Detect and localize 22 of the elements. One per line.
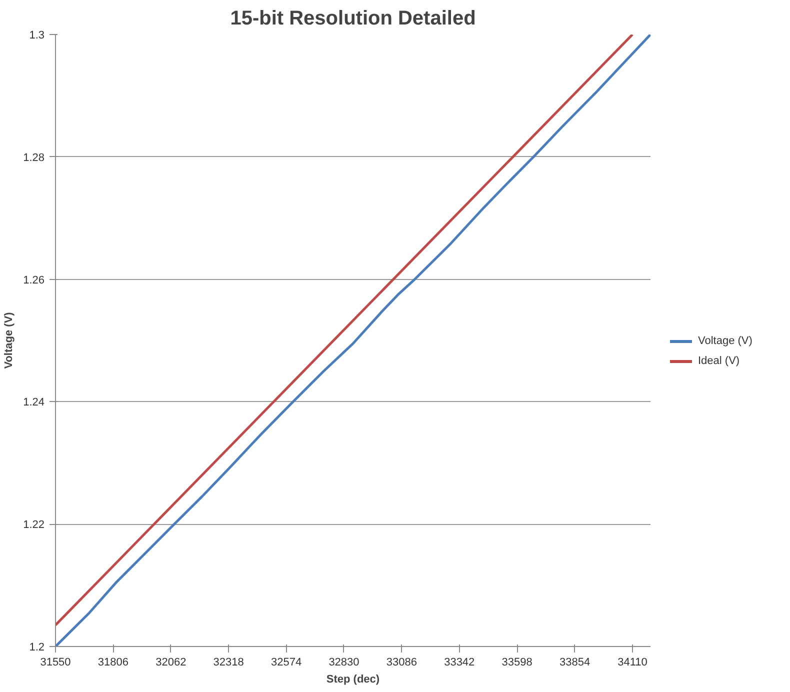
x-tick-label: 32830 <box>328 656 360 668</box>
legend-label: Ideal (V) <box>698 354 740 369</box>
y-axis-title: Voltage (V) <box>3 312 16 369</box>
y-tick-label: 1.26 <box>23 274 45 286</box>
x-tick-label: 34110 <box>618 656 648 668</box>
chart-title: 15-bit Resolution Detailed <box>230 8 476 30</box>
x-tick-label: 33086 <box>386 656 417 668</box>
x-tick-label: 33854 <box>559 656 590 668</box>
x-tick-label: 33342 <box>444 656 475 668</box>
y-tick-label: 1.28 <box>23 152 45 164</box>
x-tick-label: 32062 <box>156 656 186 668</box>
x-axis-title: Step (dec) <box>326 674 380 686</box>
y-tick-label: 1.22 <box>23 519 45 532</box>
x-tick-label: 32574 <box>270 656 302 668</box>
y-tick-label: 1.24 <box>23 396 45 409</box>
x-tick-label: 31806 <box>98 656 128 668</box>
y-tick-label: 1.3 <box>29 30 45 42</box>
legend-label: Voltage (V) <box>698 334 752 349</box>
x-tick-label: 32318 <box>213 656 244 668</box>
x-tick-label: 31550 <box>40 656 71 668</box>
x-tick-label: 33598 <box>502 656 532 668</box>
y-tick-label: 1.2 <box>29 642 45 654</box>
